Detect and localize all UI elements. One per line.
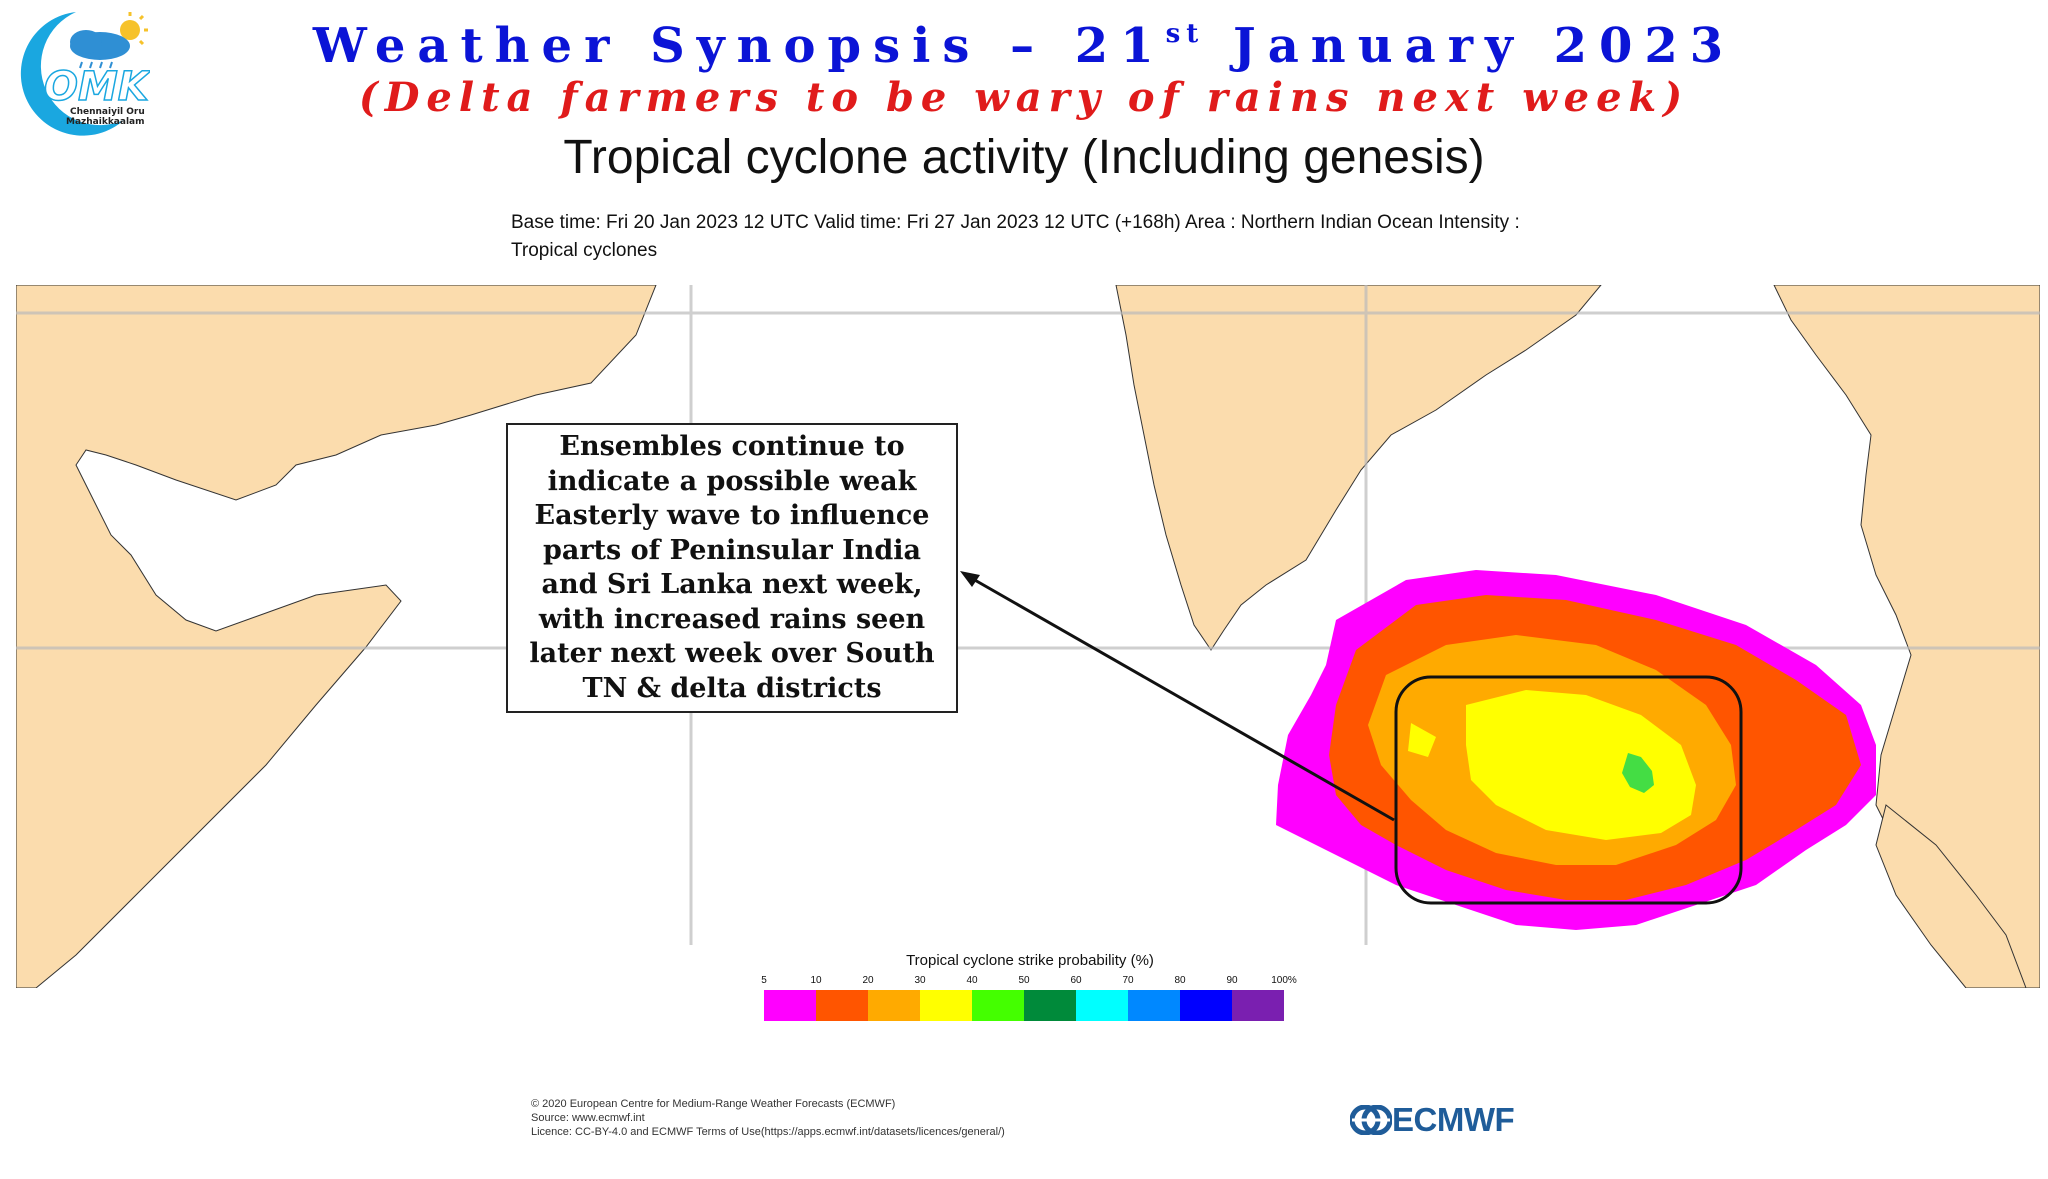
legend-tick-label: 90 xyxy=(1226,975,1238,986)
ecmwf-logo: ECMWF xyxy=(1350,1101,1515,1138)
contour-40pct xyxy=(1622,753,1654,793)
probability-map xyxy=(16,285,2040,988)
legend-tick-label: 50 xyxy=(1018,975,1030,986)
legend-tick-label: 40 xyxy=(966,975,978,986)
ecmwf-symbol-icon xyxy=(1350,1105,1392,1135)
legend-swatch-5 xyxy=(1024,990,1076,1021)
copyright-footer: © 2020 European Centre for Medium-Range … xyxy=(531,1097,1005,1139)
contour-30pct xyxy=(1408,690,1696,840)
highlight-box xyxy=(1394,675,1743,905)
landmass-sumatra xyxy=(1875,804,2027,988)
legend-swatch-3 xyxy=(920,990,972,1021)
legend-swatch-9 xyxy=(1232,990,1284,1021)
legend-title: Tropical cyclone strike probability (%) xyxy=(906,952,1154,969)
page-title: Weather Synopsis – 21st January 2023 xyxy=(0,18,2048,74)
omk-logo: OMK Chennaiyil Oru Mazhaikkaalam xyxy=(20,12,150,136)
callout-box: Ensembles continue to indicate a possibl… xyxy=(506,423,958,713)
ecmwf-brand-text: ECMWF xyxy=(1392,1101,1515,1138)
title-main: Weather Synopsis – 21 xyxy=(312,18,1166,74)
logo-line1: Chennaiyil Oru xyxy=(70,107,145,117)
landmass-india xyxy=(1115,285,1602,651)
page-subtitle: (Delta farmers to be wary of rains next … xyxy=(358,74,1690,121)
legend-tick-label: 20 xyxy=(862,975,874,986)
section-heading: Tropical cyclone activity (Including gen… xyxy=(563,131,1485,184)
logo-line2: Mazhaikkaalam xyxy=(66,117,145,127)
landmass-arabia-africa xyxy=(16,285,657,988)
footer-line1: © 2020 European Centre for Medium-Range … xyxy=(531,1098,896,1110)
legend-tick-label: 10 xyxy=(810,975,822,986)
legend-tick-label: 100% xyxy=(1271,975,1297,986)
legend-tick-label: 30 xyxy=(914,975,926,986)
forecast-meta: Base time: Fri 20 Jan 2023 12 UTC Valid … xyxy=(511,209,1611,265)
legend-swatch-4 xyxy=(972,990,1024,1021)
legend-swatch-2 xyxy=(868,990,920,1021)
legend-tick-label: 80 xyxy=(1174,975,1186,986)
title-end: January 2023 xyxy=(1204,18,1736,74)
legend-tick-label: 5 xyxy=(761,975,767,986)
legend-swatch-1 xyxy=(816,990,868,1021)
callout-text: Ensembles continue to indicate a possibl… xyxy=(529,431,935,704)
legend-swatch-0 xyxy=(764,990,816,1021)
legend-swatch-7 xyxy=(1128,990,1180,1021)
logo-brand-text: OMK xyxy=(44,64,150,110)
forecast-meta-line2: Tropical cyclones xyxy=(511,240,658,261)
forecast-meta-line1: Base time: Fri 20 Jan 2023 12 UTC Valid … xyxy=(511,212,1520,233)
legend-tick-label: 70 xyxy=(1122,975,1134,986)
title-sup: st xyxy=(1165,19,1205,49)
legend-swatch-8 xyxy=(1180,990,1232,1021)
footer-line3: Licence: CC-BY-4.0 and ECMWF Terms of Us… xyxy=(531,1126,1005,1138)
callout-arrow xyxy=(965,573,1395,822)
callout-arrow-head xyxy=(960,571,980,587)
footer-line2: Source: www.ecmwf.int xyxy=(531,1112,645,1124)
legend-swatch-6 xyxy=(1076,990,1128,1021)
legend-tick-label: 60 xyxy=(1070,975,1082,986)
legend-color-bar xyxy=(764,990,1284,1021)
